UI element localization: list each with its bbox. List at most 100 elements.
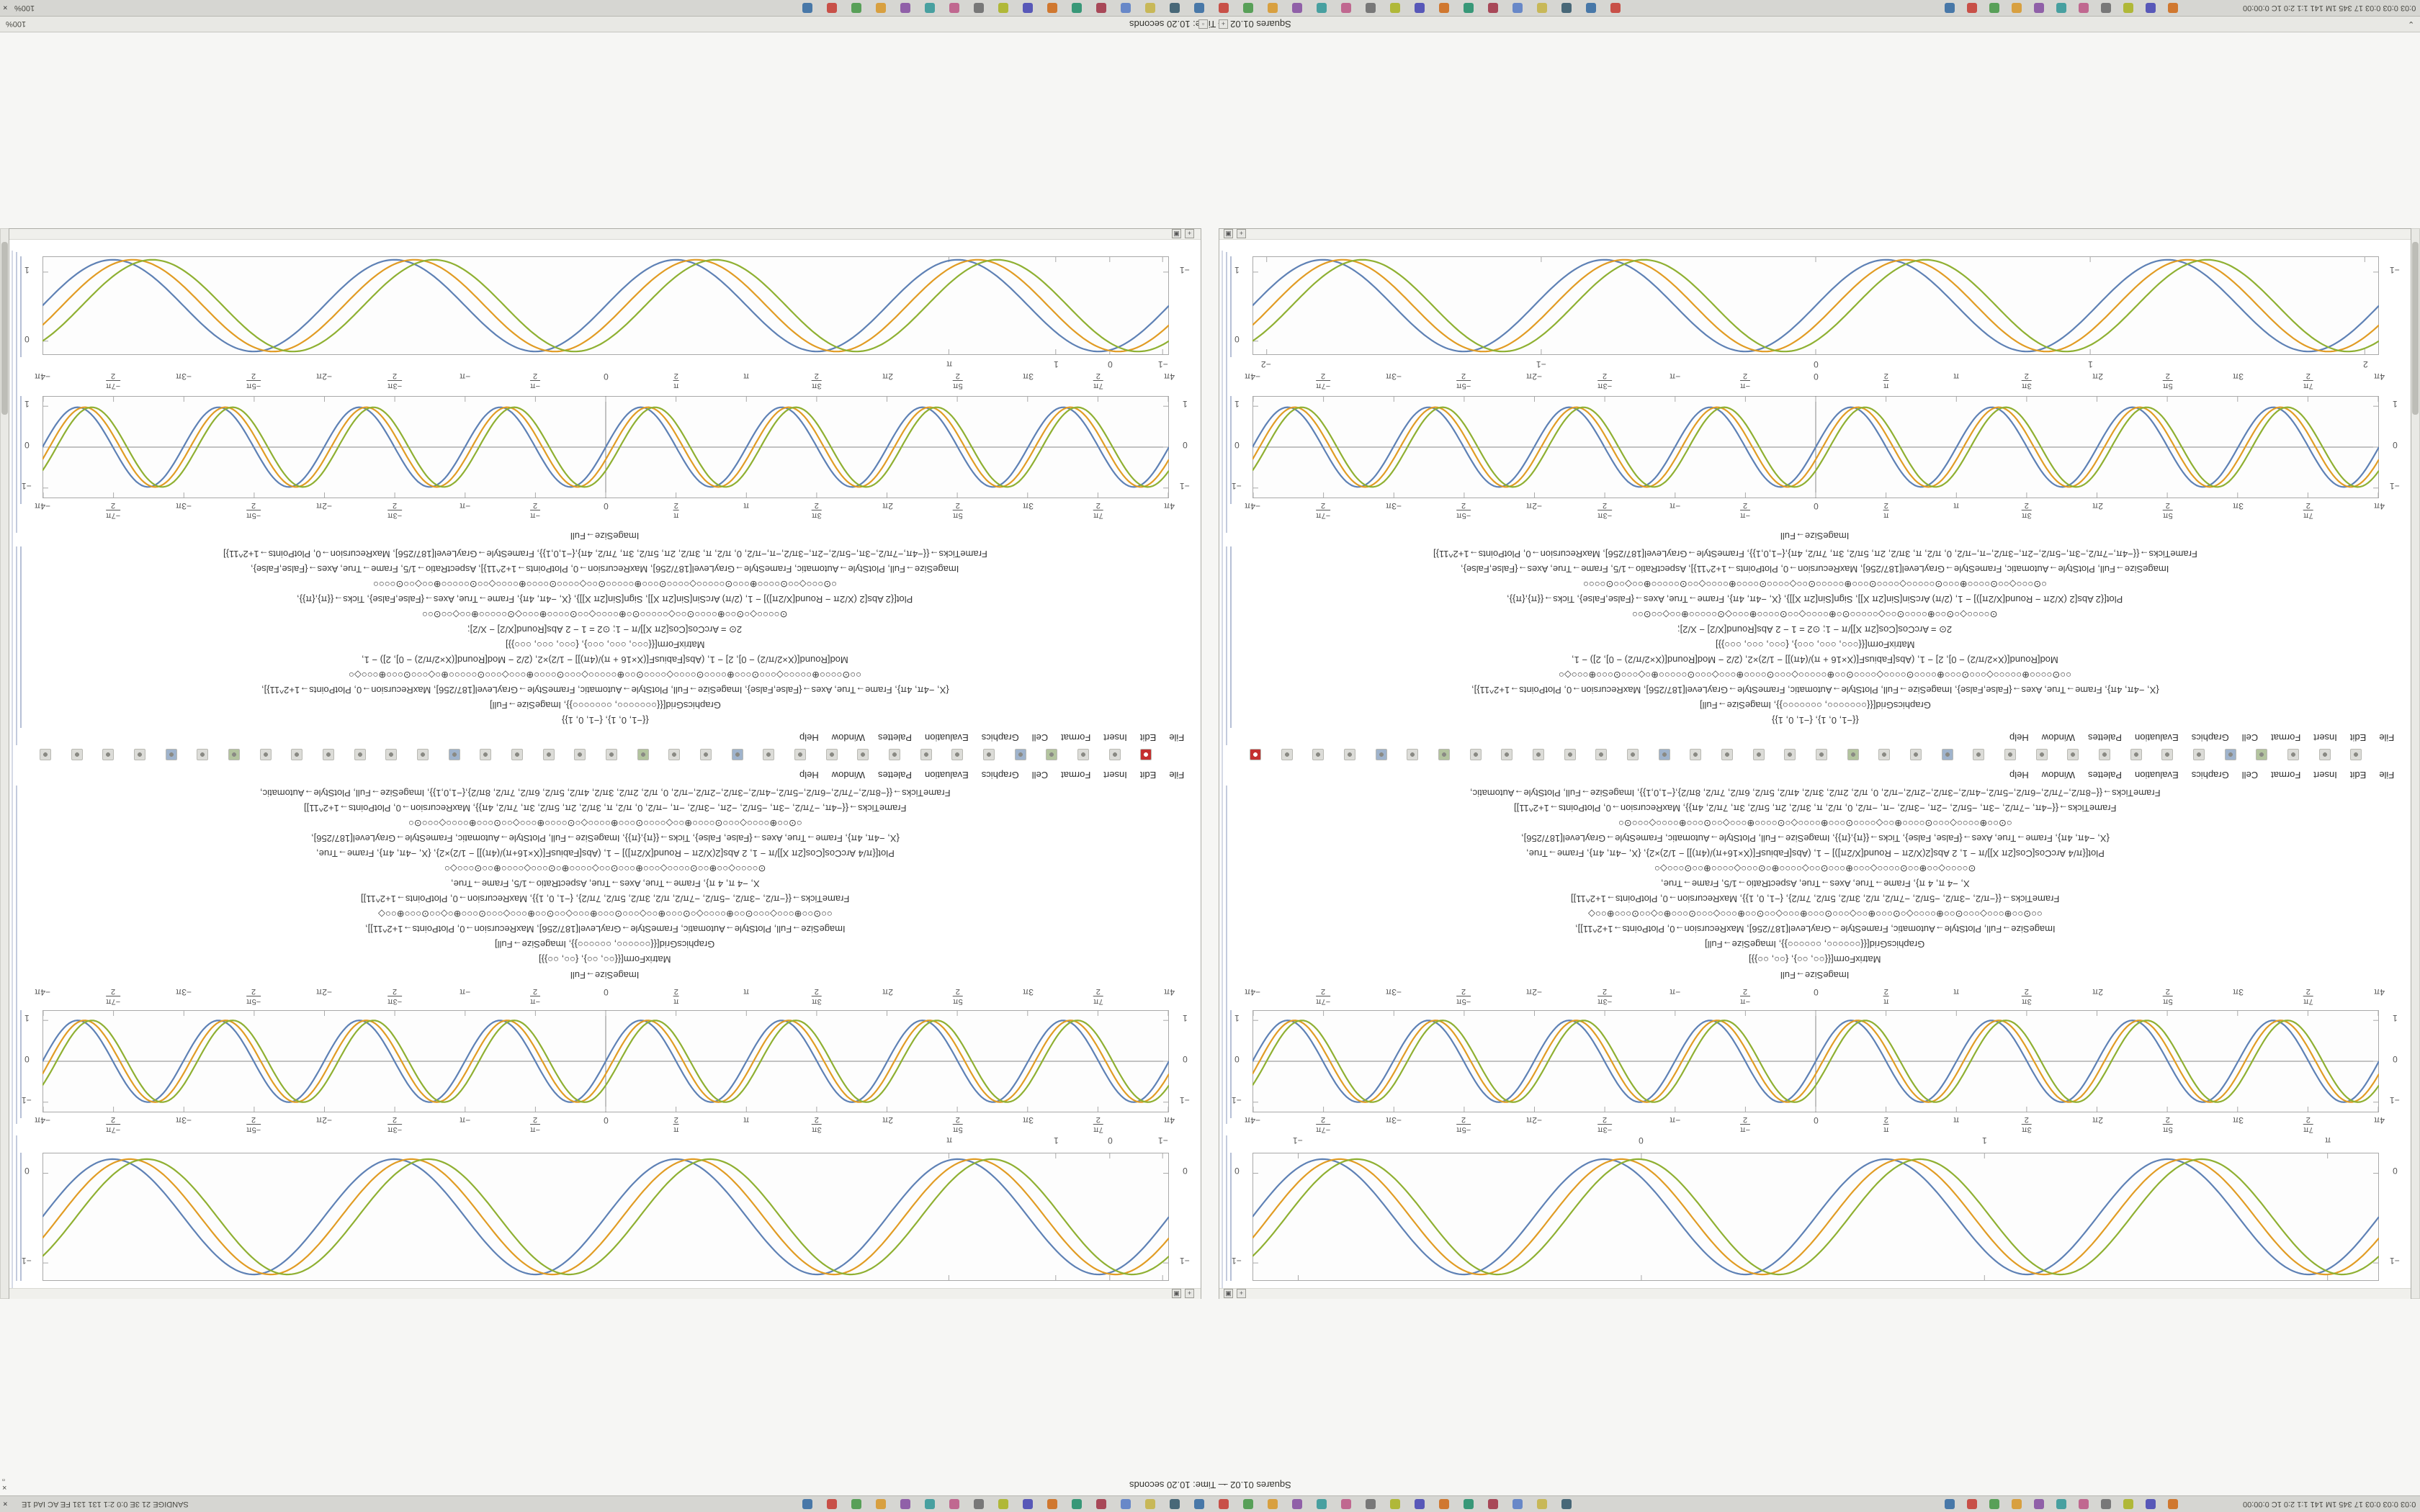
app-launcher-icon[interactable] bbox=[1047, 1499, 1057, 1509]
menu-cell[interactable]: Cell bbox=[2241, 732, 2258, 743]
app-launcher-icon[interactable] bbox=[949, 3, 959, 13]
cell-bracket[interactable] bbox=[1230, 396, 1232, 504]
app-launcher-icon[interactable] bbox=[1464, 3, 1474, 13]
chevron-down-icon[interactable]: ⌄ bbox=[1222, 1480, 1228, 1487]
app-launcher-icon[interactable] bbox=[851, 3, 861, 13]
toolbar-icon[interactable] bbox=[1752, 749, 1765, 760]
toolbar-icon[interactable] bbox=[2287, 749, 2299, 760]
app-launcher-icon[interactable] bbox=[851, 1499, 861, 1509]
app-launcher-icon[interactable] bbox=[1219, 3, 1229, 13]
menu-graphics[interactable]: Graphics bbox=[981, 732, 1019, 743]
toolbar-icon[interactable] bbox=[1344, 749, 1355, 760]
toolbar-icon[interactable] bbox=[1658, 749, 1670, 760]
tray-icon[interactable] bbox=[2056, 3, 2066, 13]
window-plus-button[interactable]: + bbox=[1237, 1289, 1246, 1298]
menu-help[interactable]: Help bbox=[799, 770, 819, 780]
app-launcher-icon[interactable] bbox=[1390, 3, 1400, 13]
tray-icon[interactable] bbox=[2079, 3, 2089, 13]
toolbar-icon[interactable] bbox=[2350, 749, 2362, 760]
tray-icon[interactable] bbox=[2123, 1499, 2133, 1509]
toolbar-icon[interactable] bbox=[1784, 749, 1796, 760]
cell-bracket[interactable] bbox=[20, 396, 22, 504]
toolbar-icon[interactable] bbox=[1469, 749, 1482, 760]
toolbar-icon[interactable] bbox=[2099, 749, 2110, 760]
cell-bracket[interactable] bbox=[1226, 786, 1227, 1124]
app-launcher-icon[interactable] bbox=[1317, 3, 1327, 13]
toolbar-icon[interactable] bbox=[889, 749, 900, 760]
app-launcher-icon[interactable] bbox=[1194, 1499, 1204, 1509]
app-launcher-icon[interactable] bbox=[1145, 1499, 1155, 1509]
toolbar-icon[interactable] bbox=[1847, 749, 1859, 760]
toolbar-icon[interactable] bbox=[1281, 749, 1293, 760]
toolbar-icon[interactable] bbox=[1046, 749, 1058, 760]
scrollbar-vertical-right[interactable] bbox=[2411, 228, 2420, 1299]
toolbar-icon[interactable] bbox=[1878, 749, 1891, 760]
app-launcher-icon[interactable] bbox=[1047, 3, 1057, 13]
toolbar-icon[interactable] bbox=[1407, 749, 1419, 760]
app-launcher-icon[interactable] bbox=[1366, 3, 1376, 13]
app-launcher-icon[interactable] bbox=[1586, 3, 1596, 13]
window-marker-button[interactable]: ▣ bbox=[1172, 1289, 1181, 1298]
menu-window[interactable]: Window bbox=[831, 770, 865, 780]
corner-close-icon[interactable]: × bbox=[2, 1484, 7, 1493]
app-launcher-icon[interactable] bbox=[827, 1499, 837, 1509]
window-marker-button[interactable]: ▣ bbox=[1224, 229, 1233, 238]
menu-window[interactable]: Window bbox=[2041, 732, 2075, 743]
menu-insert[interactable]: Insert bbox=[2313, 770, 2337, 780]
toolbar-icon[interactable] bbox=[323, 749, 334, 760]
menu-insert[interactable]: Insert bbox=[1103, 770, 1127, 780]
tray-icon[interactable] bbox=[1967, 1499, 1977, 1509]
app-launcher-icon[interactable] bbox=[1219, 1499, 1229, 1509]
scrollbar-thumb[interactable] bbox=[1, 242, 8, 415]
menu-graphics[interactable]: Graphics bbox=[981, 770, 1019, 780]
toolbar-icon[interactable] bbox=[2256, 749, 2268, 760]
menu-palettes[interactable]: Palettes bbox=[2087, 732, 2122, 743]
toolbar-icon[interactable] bbox=[2318, 749, 2331, 760]
menu-format[interactable]: Format bbox=[1060, 732, 1091, 743]
toolbar-icon[interactable] bbox=[1077, 749, 1089, 760]
app-launcher-icon[interactable] bbox=[1292, 1499, 1302, 1509]
toolbar-icon[interactable] bbox=[1533, 749, 1544, 760]
toolbar-icon[interactable] bbox=[2193, 749, 2205, 760]
cell-bracket[interactable] bbox=[16, 1135, 17, 1281]
app-launcher-icon[interactable] bbox=[1341, 1499, 1351, 1509]
app-launcher-icon[interactable] bbox=[998, 1499, 1008, 1509]
toolbar-icon[interactable] bbox=[385, 749, 398, 760]
menu-insert[interactable]: Insert bbox=[2313, 732, 2337, 743]
app-launcher-icon[interactable] bbox=[1561, 1499, 1572, 1509]
toolbar-icon[interactable] bbox=[700, 749, 712, 760]
app-launcher-icon[interactable] bbox=[1537, 1499, 1547, 1509]
menu-format[interactable]: Format bbox=[2270, 732, 2301, 743]
toolbar-icon[interactable] bbox=[417, 749, 429, 760]
cell-bracket[interactable] bbox=[16, 252, 17, 533]
menu-evaluation[interactable]: Evaluation bbox=[2134, 732, 2179, 743]
menu-file[interactable]: File bbox=[1169, 732, 1184, 743]
toolbar-icon[interactable] bbox=[1973, 749, 1985, 760]
app-launcher-icon[interactable] bbox=[925, 3, 935, 13]
abort-evaluation-icon[interactable] bbox=[1250, 749, 1261, 760]
app-launcher-icon[interactable] bbox=[1439, 1499, 1449, 1509]
app-launcher-icon[interactable] bbox=[1610, 3, 1621, 13]
app-launcher-icon[interactable] bbox=[1243, 3, 1253, 13]
app-launcher-icon[interactable] bbox=[1317, 1499, 1327, 1509]
app-launcher-icon[interactable] bbox=[1439, 3, 1449, 13]
menu-cell[interactable]: Cell bbox=[1031, 770, 1048, 780]
toolbar-icon[interactable] bbox=[2130, 749, 2142, 760]
tray-icon[interactable] bbox=[1945, 3, 1955, 13]
app-launcher-icon[interactable] bbox=[1415, 1499, 1425, 1509]
app-launcher-icon[interactable] bbox=[1096, 3, 1106, 13]
toolbar-icon[interactable] bbox=[1627, 749, 1639, 760]
toolbar-icon[interactable] bbox=[857, 749, 869, 760]
toolbar-icon[interactable] bbox=[668, 749, 681, 760]
app-launcher-icon[interactable] bbox=[1145, 3, 1155, 13]
menu-palettes[interactable]: Palettes bbox=[877, 732, 912, 743]
toolbar-icon[interactable] bbox=[228, 749, 240, 760]
cell-bracket[interactable] bbox=[20, 1153, 22, 1281]
app-launcher-icon[interactable] bbox=[1512, 3, 1523, 13]
toolbar-icon[interactable] bbox=[354, 749, 366, 760]
app-launcher-icon[interactable] bbox=[1072, 1499, 1082, 1509]
app-launcher-icon[interactable] bbox=[1170, 1499, 1180, 1509]
toolbar-icon[interactable] bbox=[574, 749, 586, 760]
abort-evaluation-icon[interactable] bbox=[1140, 749, 1152, 760]
window-marker-button[interactable]: ▣ bbox=[1172, 229, 1181, 238]
